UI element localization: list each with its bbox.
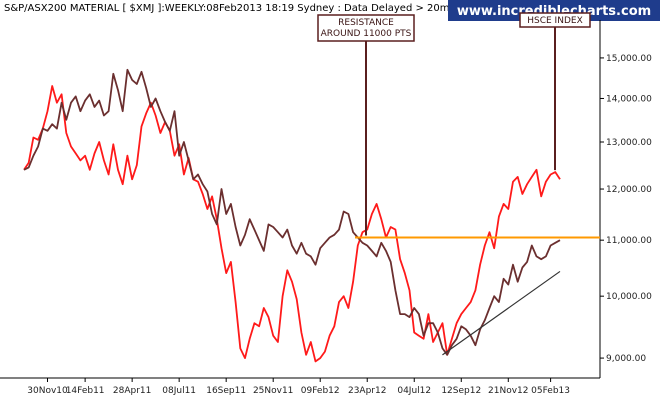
x-tick-label: 30Nov10 [27,386,68,396]
x-tick-label: 14Feb11 [66,386,105,396]
brand-logo: www.incrediblecharts.com [457,4,651,19]
annotation-label: RESISTANCE [338,18,394,28]
annotation-box [317,14,415,42]
series-line-brown [23,68,561,356]
y-tick-label: 12,000.00 [606,185,652,195]
overlay-group [355,236,600,356]
x-tick-label: 28Apr11 [113,386,151,396]
annotation-label: AROUND 11000 PTS [321,29,412,39]
x-tick-label: 08Jul11 [162,386,196,396]
y-tick-label: 11,000.00 [606,236,652,246]
chart-title: S&P/ASX200 MATERIAL [ $XMJ ]:WEEKLY:08Fe… [4,3,464,14]
y-tick-label: 10,000.00 [606,292,652,302]
x-tick-label: 21Nov12 [488,386,528,396]
x-tick-label: 04Jul12 [397,386,431,396]
y-axis-ticks: 9,000.00 10,000.00 11,000.00 12,000.00 13,00… [600,54,652,364]
y-tick-label: 14,000.00 [606,94,652,104]
series-line-red [23,85,561,363]
annotation-label: HSCE INDEX [527,16,582,26]
annotation-box [519,12,591,28]
x-tick-label: 16Sep11 [206,386,246,396]
x-tick-label: 05Feb13 [531,386,570,396]
brand-banner [448,0,660,21]
x-tick-label: 09Feb12 [301,386,340,396]
x-tick-label: 12Sep12 [441,386,481,396]
y-tick-label: 15,000.00 [606,54,652,64]
y-tick-label: 9,000.00 [606,354,646,364]
support-trendline [442,270,561,356]
x-tick-label: 23Apr12 [348,386,386,396]
y-tick-label: 13,000.00 [606,138,652,148]
series-group [23,68,561,363]
x-tick-label: 25Nov11 [253,386,293,396]
